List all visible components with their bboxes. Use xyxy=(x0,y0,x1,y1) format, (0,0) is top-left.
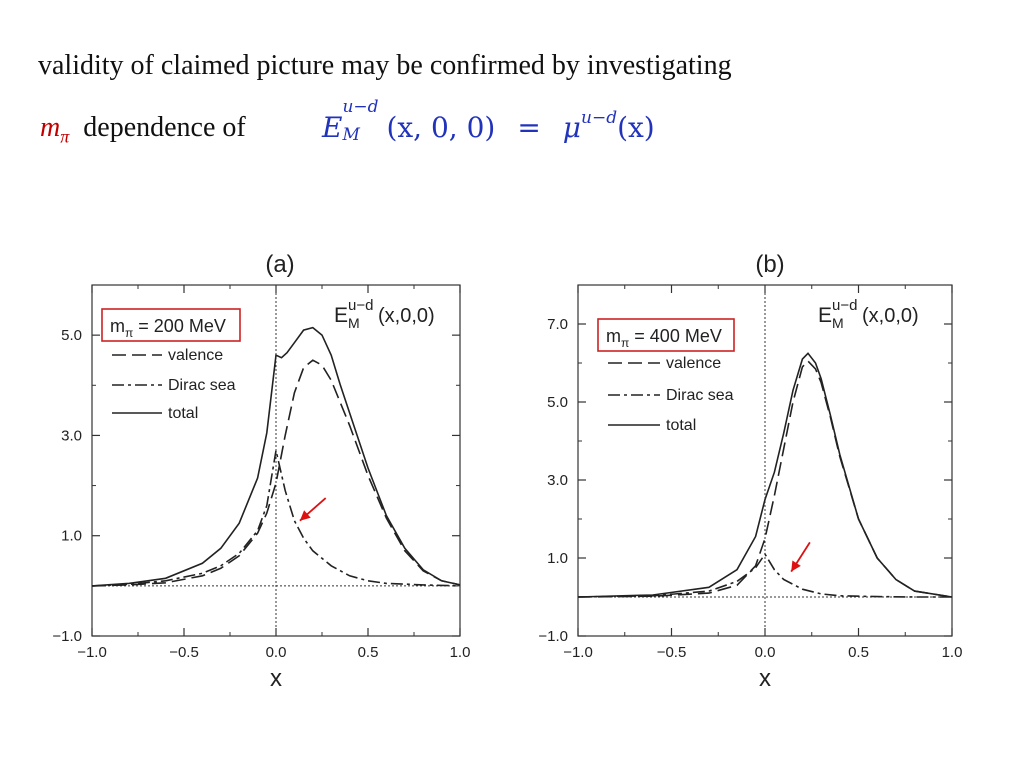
y-tick-label: 5.0 xyxy=(61,327,82,344)
formula-mu-sup: u−d xyxy=(581,108,618,128)
x-tick-label: 1.0 xyxy=(942,644,963,661)
red-arrow-head xyxy=(299,510,311,521)
panel-label: (b) xyxy=(755,251,784,278)
legend-label: Dirac sea xyxy=(168,377,236,394)
formula-E-sup: u−d xyxy=(342,97,379,117)
chart-panel-b: −1.0 −0.5 0.0 0.5 1.0 −1.0 1.0 3.0 5.0 7.0 x (b) mπ … xyxy=(538,251,962,692)
x-tick-label: −0.5 xyxy=(657,644,687,661)
plot-formula-sub: M xyxy=(348,315,360,331)
legend-label: total xyxy=(168,405,198,422)
x-tick-label: −0.5 xyxy=(169,644,199,661)
pion-mass-subscript: π xyxy=(60,126,70,147)
plot-formula-args: (x,0,0) xyxy=(862,305,919,327)
formula-E-sub: M xyxy=(342,125,360,145)
formula-equals: = xyxy=(517,111,541,144)
plot-formula-sup: u−d xyxy=(348,297,373,314)
panel-label: (a) xyxy=(265,251,294,278)
pion-mass-label-value: = 400 MeV xyxy=(629,326,722,346)
series-line-dirac-sea xyxy=(91,450,461,587)
pion-mass-label-base: m xyxy=(110,316,125,336)
series-line-total xyxy=(91,326,461,587)
legend-label: Dirac sea xyxy=(666,387,734,404)
x-tick-label: 0.5 xyxy=(848,644,869,661)
plot-formula-base: E xyxy=(334,304,348,327)
x-tick-label: 0.0 xyxy=(755,644,776,661)
dependence-line: mπ dependence of xyxy=(40,112,246,148)
pion-mass-symbol: mπ xyxy=(40,112,69,147)
intro-text: validity of claimed picture may be confi… xyxy=(38,50,732,81)
y-tick-label: 3.0 xyxy=(547,472,568,489)
plot-formula-sup: u−d xyxy=(832,297,857,314)
x-tick-label: 0.0 xyxy=(266,644,287,661)
formula-args: (x, 0, 0) xyxy=(386,111,496,144)
y-tick-label: 1.0 xyxy=(61,528,82,545)
pion-mass-label: mπ = 200 MeV xyxy=(110,316,226,340)
pion-mass-box xyxy=(101,308,241,342)
formula-mu-args: (x) xyxy=(617,111,655,144)
y-tick-label: 7.0 xyxy=(547,316,568,333)
series-line-valence xyxy=(91,359,461,587)
pion-mass-label-sub: π xyxy=(621,336,629,350)
y-tick-label: 1.0 xyxy=(547,550,568,567)
plot-formula-base: E xyxy=(818,304,832,327)
chart-panel-a: −1.0 −0.5 0.0 0.5 1.0 −1.0 1.0 3.0 5.0 x (a) mπ = 2… xyxy=(52,251,470,692)
pion-mass-label-value: = 200 MeV xyxy=(133,316,226,336)
x-axis-label: x xyxy=(759,665,771,692)
series-line-total xyxy=(577,352,953,598)
y-tick-label: 5.0 xyxy=(547,394,568,411)
pion-mass-label-base: m xyxy=(606,326,621,346)
legend-label: valence xyxy=(168,347,223,364)
plot-formula-sub: M xyxy=(832,315,844,331)
legend-label: valence xyxy=(666,355,721,372)
pion-mass-base: m xyxy=(40,112,61,143)
dependence-of-text: dependence of xyxy=(83,112,246,143)
formula-mu: μ xyxy=(562,111,581,144)
x-axis-label: x xyxy=(270,665,282,692)
x-tick-label: −1.0 xyxy=(77,644,107,661)
y-tick-label: 3.0 xyxy=(61,427,82,444)
x-tick-label: −1.0 xyxy=(563,644,593,661)
series-line-dirac-sea xyxy=(577,552,952,598)
pion-mass-box xyxy=(597,318,735,352)
plot-formula-args: (x,0,0) xyxy=(378,305,435,327)
y-tick-label: −1.0 xyxy=(52,628,82,645)
pion-mass-label: mπ = 400 MeV xyxy=(606,326,722,350)
y-tick-label: −1.0 xyxy=(538,628,568,645)
formula-E: E xyxy=(322,111,343,144)
x-tick-label: 1.0 xyxy=(450,644,471,661)
pion-mass-label-sub: π xyxy=(125,326,133,340)
red-arrow-head xyxy=(791,560,801,572)
legend-label: total xyxy=(666,417,696,434)
x-tick-label: 0.5 xyxy=(358,644,379,661)
